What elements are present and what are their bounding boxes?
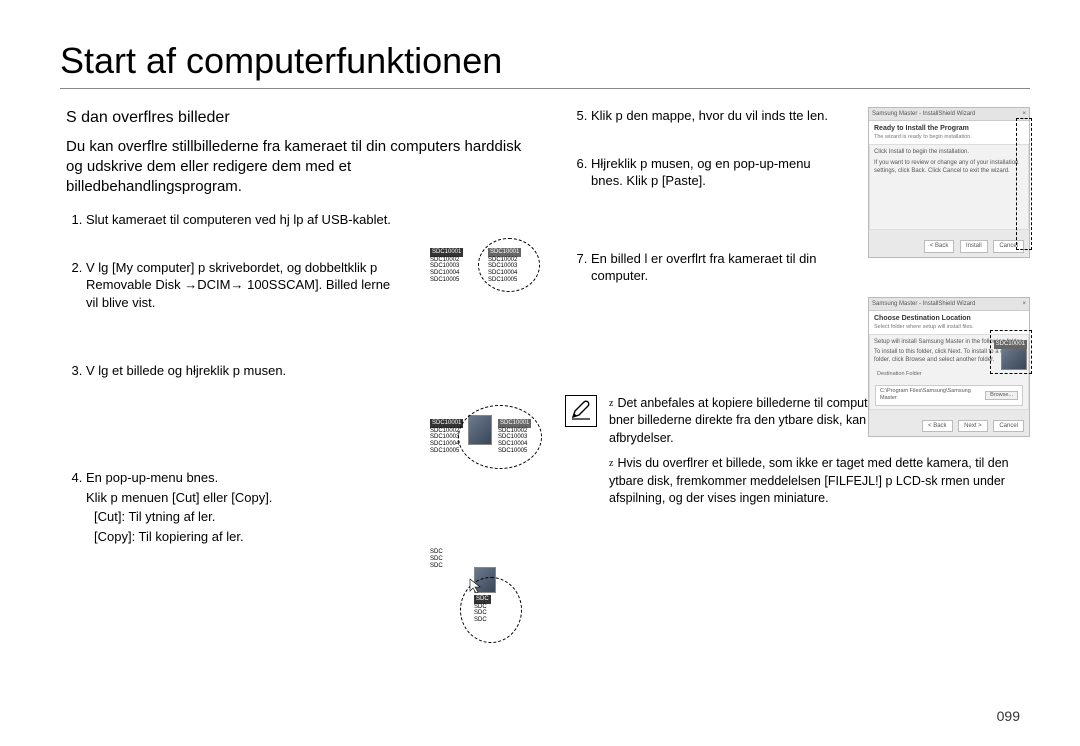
- dialog2-cancel-button: Cancel: [993, 420, 1024, 432]
- page: Start af computerfunktionen S dan overﬂr…: [0, 0, 1080, 746]
- step-1: Slut kameraet til computeren ved hj lp a…: [86, 211, 525, 229]
- fig2-ll-4: SDC10005: [430, 277, 459, 283]
- step-4d: [Copy]: Til kopiering af ler.: [94, 528, 405, 546]
- figure-step3: SDC10001 SDC10002 SDC10003 SDC10004 SDC1…: [430, 407, 560, 487]
- dialog2-thumb: [1001, 348, 1027, 370]
- fig3-ll-1: SDC10002: [430, 428, 459, 434]
- pencil-icon: [570, 400, 592, 422]
- dialog1-body: Click Install to begin the installation.…: [869, 145, 1029, 230]
- dialog1-title: Samsung Master - InstallShield Wizard: [872, 111, 975, 117]
- dialog1-install-button: Install: [960, 240, 988, 252]
- dialog2-titlebar: Samsung Master - InstallShield Wizard ×: [869, 298, 1029, 311]
- dialog1-body2: If you want to review or change any of y…: [874, 160, 1024, 175]
- fig4-ll-1: SDC: [430, 556, 443, 562]
- fig4-ll-2: SDC: [430, 563, 443, 569]
- fig3-callout-circle: [458, 405, 542, 469]
- step-3: V lg et billede og hłjreklik p musen.: [86, 362, 525, 380]
- note-2-text: Hvis du overﬂrer et billede, som ikke er…: [609, 456, 1009, 505]
- dialog1-callout-rect: [1016, 118, 1032, 250]
- dialog2-title: Samsung Master - InstallShield Wizard: [872, 301, 975, 307]
- title-rule: [60, 88, 1030, 89]
- section-subheading: S dan overﬂres billeder: [66, 107, 525, 129]
- bullet-icon: z: [609, 458, 613, 469]
- figure-step2: SDC10001 SDC10002 SDC10003 SDC10004 SDC1…: [430, 242, 550, 302]
- dialog2-back-button: < Back: [922, 420, 953, 432]
- dialog2-buttons: < Back Next > Cancel: [869, 409, 1029, 436]
- fig3-left-chip: SDC10001: [430, 419, 463, 428]
- dialog2-path-field: C:\Program Files\Samsung\Samsung Master …: [875, 385, 1023, 406]
- fig4-left-labels: SDC SDC SDC: [430, 549, 443, 570]
- two-column-layout: S dan overﬂres billeder Du kan overﬂre s…: [60, 107, 1030, 575]
- right-column: Klik p den mappe, hvor du vil inds tte l…: [565, 107, 1030, 575]
- step-4c: [Cut]: Til ytning af ler.: [94, 508, 405, 526]
- dialog1-close-icon: ×: [1022, 110, 1026, 118]
- fig2-ll-1: SDC10002: [430, 257, 459, 263]
- dialog1-titlebar: Samsung Master - InstallShield Wizard ×: [869, 108, 1029, 121]
- step-3-text: V lg et billede og hłjreklik p musen.: [86, 363, 286, 378]
- fig2-left-labels: SDC10001 SDC10002 SDC10003 SDC10004 SDC1…: [430, 248, 463, 284]
- note-icon: [565, 395, 597, 427]
- step-1-text: Slut kameraet til computeren ved hj lp a…: [86, 212, 391, 227]
- step-7-text: En billed l er overﬂrt fra kameraet til …: [591, 251, 816, 284]
- fig2-ll-3: SDC10004: [430, 270, 459, 276]
- dialog2-browse-button: Browse...: [985, 391, 1018, 400]
- step-6-text: Hłjreklik p musen, og en pop-up-menu bne…: [591, 156, 811, 189]
- dialog2-next-button: Next >: [958, 420, 988, 432]
- step-5-text: Klik p den mappe, hvor du vil inds tte l…: [591, 108, 828, 123]
- installer-dialog-1: Samsung Master - InstallShield Wizard × …: [868, 107, 1030, 258]
- dialog2-close-icon: ×: [1022, 300, 1026, 308]
- intro-paragraph: Du kan overﬂre stillbillederne fra kamer…: [66, 137, 525, 198]
- dialog1-body1: Click Install to begin the installation.: [874, 149, 1024, 157]
- step-2-text: V lg [My computer] p skrivebordet, og do…: [86, 260, 390, 310]
- step-4b: Klik p menuen [Cut] eller [Copy].: [86, 489, 405, 507]
- bullet-icon: z: [609, 398, 613, 409]
- step-4a: En pop-up-menu bnes.: [86, 469, 405, 487]
- fig4-ll-0: SDC: [430, 549, 443, 555]
- fig3-ll-4: SDC10005: [430, 448, 459, 454]
- fig3-ll-2: SDC10003: [430, 434, 459, 440]
- note-2: zHvis du overﬂrer et billede, som ikke e…: [609, 455, 1030, 508]
- page-title: Start af computerfunktionen: [60, 40, 1030, 82]
- dialog2-badge: SDC10001: [994, 340, 1027, 349]
- fig3-ll-3: SDC10004: [430, 441, 459, 447]
- fig2-left-chip: SDC10001: [430, 248, 463, 257]
- dialog1-heading: Ready to Install the Program The wizard …: [869, 121, 1029, 145]
- left-column: S dan overﬂres billeder Du kan overﬂre s…: [60, 107, 525, 575]
- dialog2-path: C:\Program Files\Samsung\Samsung Master: [880, 388, 985, 403]
- dialog1-back-button: < Back: [924, 240, 955, 252]
- fig2-callout-circle: [478, 238, 540, 292]
- dialog1-buttons: < Back Install Cancel: [869, 229, 1029, 256]
- dialog1-h1: Ready to Install the Program: [874, 124, 1024, 133]
- fig2-ll-2: SDC10003: [430, 263, 459, 269]
- dialog2-h1: Choose Destination Location: [874, 314, 1024, 323]
- page-number: 099: [997, 708, 1020, 724]
- figure-step4: SDC SDC SDC SDC SDC SDC SDC: [430, 545, 550, 645]
- dialog1-h2: The wizard is ready to begin installatio…: [874, 134, 1024, 141]
- installer-dialog-2: Samsung Master - InstallShield Wizard × …: [868, 297, 1030, 437]
